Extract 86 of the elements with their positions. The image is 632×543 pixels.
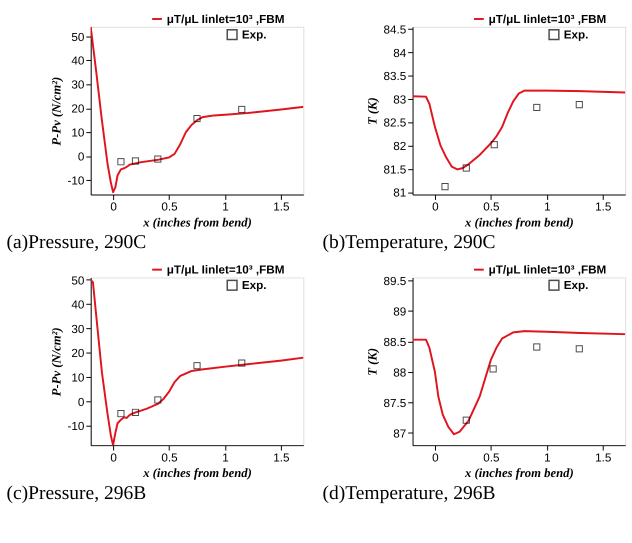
point xyxy=(117,410,124,418)
point xyxy=(462,164,470,172)
x-tick-label: 1.5 xyxy=(595,451,612,464)
x-tick-label: 0.5 xyxy=(483,451,500,464)
y-tick-label: -10 xyxy=(67,174,85,188)
line-series xyxy=(412,90,626,170)
y-tick-label: 89 xyxy=(393,305,406,318)
x-tick-label: 1 xyxy=(544,451,551,464)
legend-label: μT/μL Iinlet=10³ ,FBM xyxy=(488,12,606,26)
point xyxy=(441,183,449,190)
point xyxy=(154,396,162,404)
x-tick-label: 0.5 xyxy=(161,200,178,214)
y-tick-label: 50 xyxy=(71,30,85,44)
legend-label: Exp. xyxy=(242,28,267,42)
line-series xyxy=(90,26,304,194)
x-axis-title: x (inches from bend) xyxy=(142,215,252,230)
point xyxy=(462,416,470,424)
text: (c)Pressure, 296B xyxy=(6,482,146,504)
y-tick-label: 20 xyxy=(71,347,85,360)
legend-label: Exp. xyxy=(242,279,267,292)
y-tick-label: 10 xyxy=(71,126,85,140)
x-tick-label: 0.5 xyxy=(483,200,500,214)
y-tick-label: 84.5 xyxy=(383,24,407,37)
point xyxy=(238,359,246,367)
y-tick-label: 89.5 xyxy=(383,274,407,288)
point xyxy=(117,158,124,166)
point xyxy=(238,106,246,114)
y-axis-title: T (K) xyxy=(366,97,380,126)
point xyxy=(490,141,498,148)
x-axis-title: x (inches from bend) xyxy=(142,466,252,480)
text: (a)Pressure, 290C xyxy=(6,232,146,254)
x-tick-label: 0 xyxy=(110,200,118,214)
point xyxy=(533,343,540,351)
y-tick-label: 83 xyxy=(393,93,406,106)
x-axis-title: x (inches from bend) xyxy=(464,466,574,480)
x-tick-label: 1.5 xyxy=(595,200,612,214)
point xyxy=(193,362,201,370)
point xyxy=(533,104,540,111)
x-tick-label: 0 xyxy=(432,200,440,214)
y-tick-label: 88.5 xyxy=(383,336,407,349)
y-tick-label: 84 xyxy=(393,46,407,60)
y-tick-label: -10 xyxy=(67,420,85,434)
legend-label: μT/μL Iinlet=10³ ,FBM xyxy=(166,264,284,277)
point xyxy=(132,157,140,165)
y-tick-label: 30 xyxy=(71,78,85,92)
y-tick-label: 40 xyxy=(71,54,85,68)
point xyxy=(490,365,497,373)
y-tick-label: 87.5 xyxy=(383,396,407,410)
y-tick-label: 50 xyxy=(71,274,85,288)
y-axis-title: T (K) xyxy=(366,348,380,376)
x-tick-label: 0 xyxy=(110,451,118,464)
legend-label: μT/μL Iinlet=10³ ,FBM xyxy=(488,264,606,277)
y-tick-label: 88 xyxy=(393,366,406,380)
y-tick-label: 0 xyxy=(78,150,85,164)
x-tick-label: 1 xyxy=(544,200,551,214)
y-tick-label: 10 xyxy=(71,372,85,385)
y-tick-label: 81.5 xyxy=(383,163,407,176)
x-tick-label: 0.5 xyxy=(161,451,178,464)
y-tick-label: 20 xyxy=(71,102,85,116)
y-tick-label: 82.5 xyxy=(383,116,407,130)
point xyxy=(154,156,162,163)
y-tick-label: 0 xyxy=(78,396,85,409)
text: (d)Temperature, 296B xyxy=(322,482,496,504)
y-tick-label: 30 xyxy=(71,322,85,336)
x-tick-label: 0 xyxy=(432,451,440,464)
point xyxy=(132,408,140,416)
x-tick-label: 1.5 xyxy=(273,200,290,214)
text: (b)Temperature, 290C xyxy=(322,232,496,254)
y-tick-label: 82 xyxy=(393,140,406,154)
legend-label: Exp. xyxy=(564,279,588,292)
y-tick-label: 83.5 xyxy=(383,70,407,84)
x-tick-label: 1.5 xyxy=(273,451,290,464)
line-series xyxy=(412,330,626,436)
x-tick-label: 1 xyxy=(222,451,229,464)
point xyxy=(193,115,201,122)
point xyxy=(576,345,583,352)
point xyxy=(576,101,583,108)
y-tick-label: 40 xyxy=(71,298,85,312)
x-axis-title: x (inches from bend) xyxy=(464,215,574,230)
x-tick-label: 1 xyxy=(222,200,229,214)
legend-label: Exp. xyxy=(564,28,588,42)
y-tick-label: 87 xyxy=(393,427,406,440)
y-tick-label: 81 xyxy=(393,186,406,200)
y-axis-title: P-Pv (N/cm²) xyxy=(50,76,64,146)
legend-label: μT/μL Iinlet=10³ ,FBM xyxy=(166,12,284,26)
y-axis-title: P-Pv (N/cm²) xyxy=(50,327,64,396)
